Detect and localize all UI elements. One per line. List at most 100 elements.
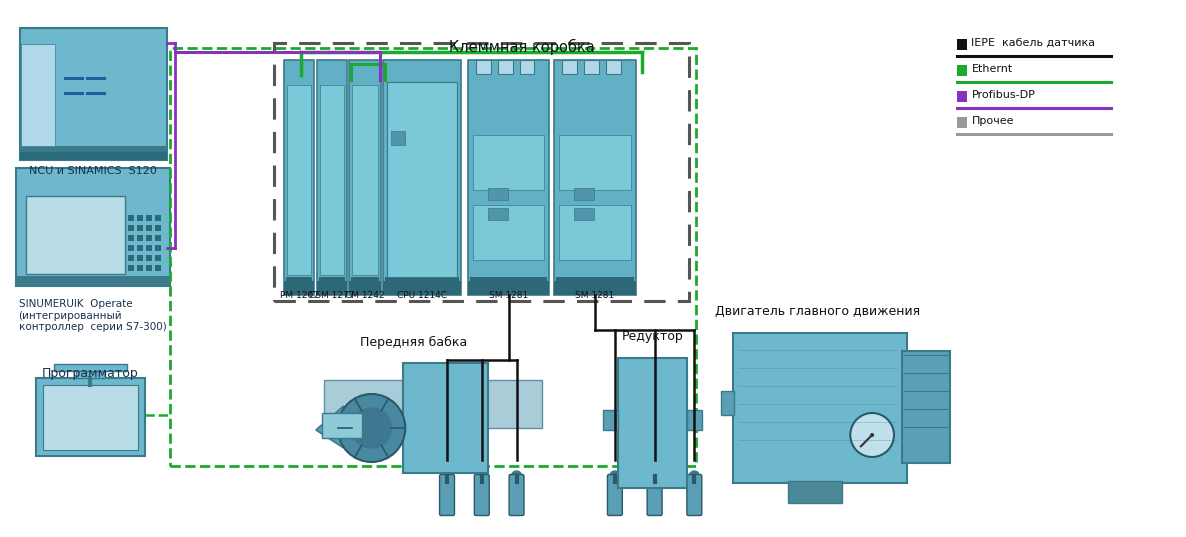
- Bar: [287, 85, 311, 275]
- Bar: [140, 277, 157, 284]
- Circle shape: [338, 394, 406, 462]
- Bar: [352, 85, 378, 275]
- Bar: [560, 205, 631, 260]
- Bar: [155, 255, 161, 261]
- Bar: [155, 265, 161, 271]
- Circle shape: [689, 471, 700, 481]
- Bar: [155, 225, 161, 231]
- Circle shape: [477, 471, 486, 481]
- Bar: [957, 91, 968, 102]
- Bar: [60, 277, 77, 284]
- Bar: [20, 152, 167, 160]
- Bar: [128, 255, 134, 261]
- Bar: [957, 117, 968, 128]
- Text: IEPE  кабель датчика: IEPE кабель датчика: [971, 38, 1096, 48]
- Bar: [957, 65, 968, 76]
- Bar: [285, 281, 314, 295]
- Bar: [155, 245, 161, 251]
- Text: Передняя бабка: Передняя бабка: [359, 336, 467, 349]
- Circle shape: [850, 413, 894, 457]
- FancyBboxPatch shape: [618, 358, 688, 488]
- Circle shape: [511, 471, 522, 481]
- Circle shape: [442, 471, 452, 481]
- Bar: [574, 208, 594, 220]
- FancyBboxPatch shape: [467, 60, 549, 295]
- Bar: [138, 215, 144, 221]
- Bar: [40, 277, 57, 284]
- Bar: [146, 215, 152, 221]
- Bar: [138, 245, 144, 251]
- FancyBboxPatch shape: [321, 413, 362, 438]
- FancyBboxPatch shape: [474, 475, 490, 516]
- Bar: [76, 371, 106, 378]
- Bar: [146, 235, 152, 241]
- FancyBboxPatch shape: [901, 351, 950, 463]
- Circle shape: [650, 471, 659, 481]
- Bar: [155, 215, 161, 221]
- Text: Прочее: Прочее: [971, 116, 1014, 126]
- Bar: [351, 277, 380, 295]
- Text: Редуктор: Редуктор: [621, 330, 683, 343]
- Bar: [138, 265, 144, 271]
- FancyBboxPatch shape: [36, 378, 145, 456]
- Text: PM 1207: PM 1207: [280, 291, 319, 300]
- Text: Ethernt: Ethernt: [971, 64, 1013, 74]
- FancyBboxPatch shape: [15, 168, 170, 286]
- Bar: [128, 225, 134, 231]
- Bar: [487, 208, 508, 220]
- Text: CSM 1277: CSM 1277: [310, 291, 355, 300]
- FancyBboxPatch shape: [285, 60, 314, 295]
- Bar: [146, 245, 152, 251]
- Bar: [15, 276, 170, 286]
- Polygon shape: [315, 406, 344, 448]
- Text: SM 1281: SM 1281: [489, 291, 528, 300]
- Bar: [138, 255, 144, 261]
- FancyBboxPatch shape: [554, 60, 636, 295]
- Bar: [721, 391, 734, 415]
- Bar: [317, 281, 346, 295]
- Bar: [21, 44, 55, 146]
- Circle shape: [352, 408, 391, 448]
- Bar: [138, 225, 144, 231]
- Text: Программатор: Программатор: [42, 367, 139, 380]
- FancyBboxPatch shape: [648, 475, 662, 516]
- Bar: [324, 380, 542, 428]
- Bar: [53, 364, 127, 371]
- Bar: [138, 235, 144, 241]
- Bar: [349, 281, 382, 295]
- Text: Клеммная коробка: Клеммная коробка: [448, 39, 594, 55]
- Bar: [146, 255, 152, 261]
- Bar: [473, 205, 544, 260]
- FancyBboxPatch shape: [733, 333, 907, 483]
- FancyBboxPatch shape: [349, 60, 382, 295]
- Bar: [519, 60, 535, 74]
- Bar: [120, 277, 136, 284]
- Bar: [146, 225, 152, 231]
- Bar: [391, 131, 406, 145]
- Bar: [498, 60, 512, 74]
- Bar: [388, 82, 457, 277]
- Bar: [43, 385, 138, 450]
- Text: SM 1281: SM 1281: [575, 291, 614, 300]
- FancyBboxPatch shape: [788, 481, 842, 503]
- Bar: [554, 281, 636, 295]
- Bar: [128, 245, 134, 251]
- Bar: [101, 277, 116, 284]
- Circle shape: [610, 471, 620, 481]
- Text: CPU 1214C: CPU 1214C: [397, 291, 447, 300]
- Bar: [957, 39, 968, 50]
- Bar: [81, 277, 96, 284]
- Circle shape: [871, 433, 874, 437]
- Bar: [606, 60, 620, 74]
- Bar: [487, 188, 508, 200]
- Text: CM 1242: CM 1242: [345, 291, 384, 300]
- Bar: [319, 277, 345, 295]
- FancyBboxPatch shape: [403, 363, 487, 473]
- Text: Profibus-DP: Profibus-DP: [971, 90, 1035, 100]
- Bar: [26, 196, 126, 274]
- Bar: [383, 281, 461, 295]
- Text: SINUMERUIK  Operate
(интегрированный
контроллер  серии S7-300): SINUMERUIK Operate (интегрированный конт…: [19, 299, 166, 332]
- Text: NCU и SINAMICS  S120: NCU и SINAMICS S120: [30, 166, 158, 176]
- Bar: [128, 265, 134, 271]
- FancyBboxPatch shape: [383, 60, 461, 295]
